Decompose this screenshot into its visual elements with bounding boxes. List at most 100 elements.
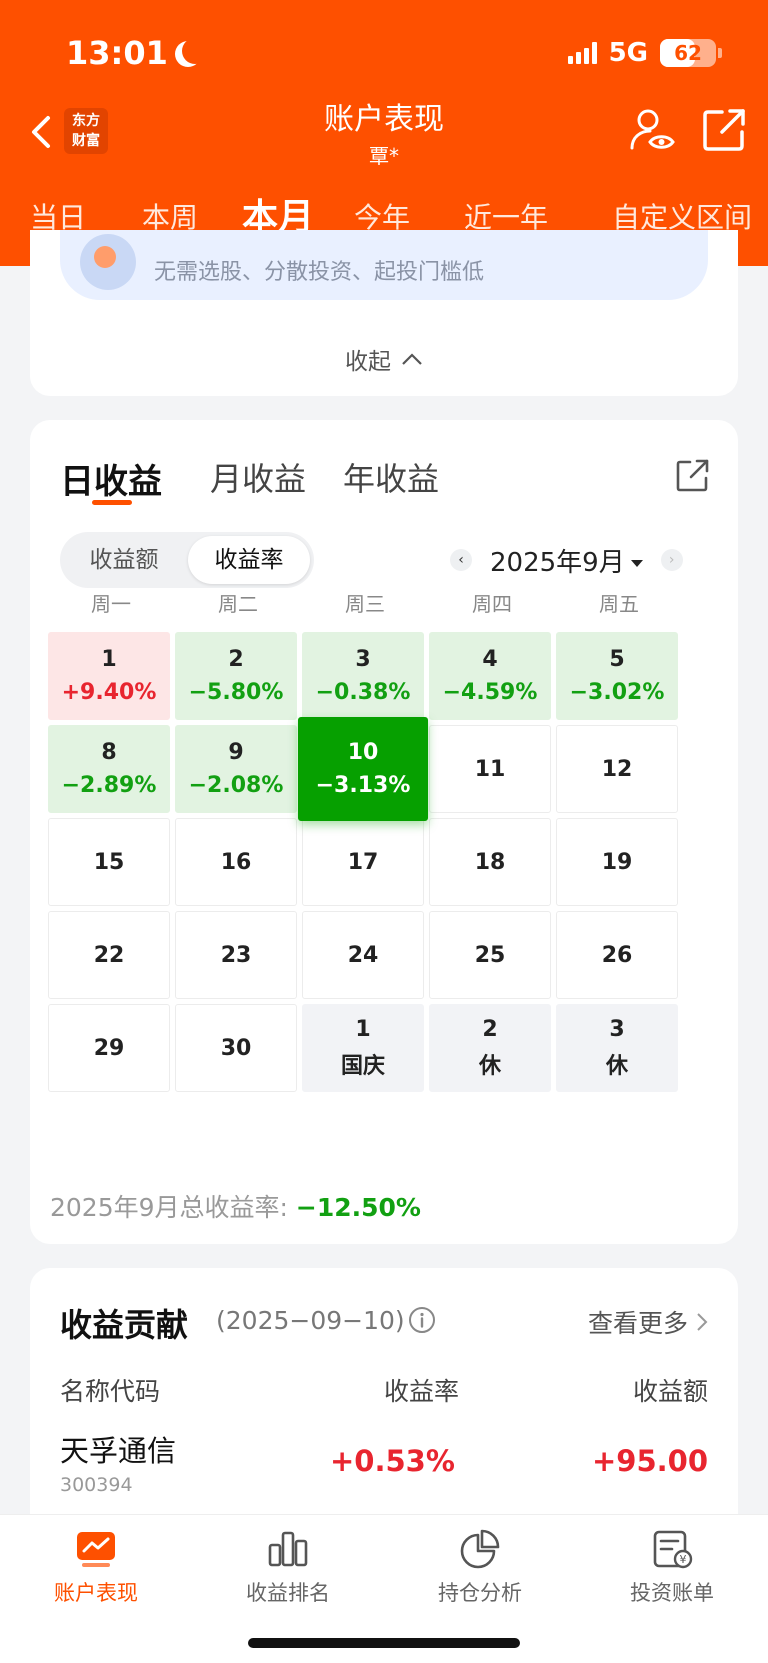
network-label: 5G bbox=[608, 38, 648, 68]
stock-rate: +0.53% bbox=[330, 1444, 455, 1478]
day-number: 25 bbox=[474, 942, 506, 968]
day-number: 1 bbox=[355, 1016, 371, 1042]
day-number: 3 bbox=[355, 647, 371, 672]
day-number: 22 bbox=[93, 942, 125, 968]
day-return: −3.13% bbox=[315, 773, 411, 798]
calendar-day[interactable]: 22 bbox=[48, 911, 170, 999]
prev-month-icon[interactable]: ‹ bbox=[450, 549, 472, 571]
metric-toggle: 收益额 收益率 bbox=[60, 532, 314, 588]
back-icon[interactable] bbox=[26, 112, 56, 152]
day-number: 10 bbox=[347, 740, 379, 765]
view-more-link[interactable]: 查看更多 bbox=[588, 1304, 708, 1340]
calendar-day[interactable]: 3 −0.38% bbox=[302, 632, 424, 720]
column-header-amount: 收益额 bbox=[632, 1377, 708, 1406]
account-name: 覃* bbox=[369, 144, 399, 168]
calendar-day[interactable]: 29 bbox=[48, 1004, 170, 1092]
eye-user-icon[interactable] bbox=[628, 106, 676, 154]
day-number: 26 bbox=[601, 942, 633, 968]
calendar-day[interactable]: 30 bbox=[175, 1004, 297, 1092]
calendar-day[interactable]: 24 bbox=[302, 911, 424, 999]
day-number: 19 bbox=[601, 849, 633, 875]
day-number: 12 bbox=[601, 756, 633, 782]
calendar-day[interactable]: 9 −2.08% bbox=[175, 725, 297, 813]
calendar-day[interactable]: 8 −2.89% bbox=[48, 725, 170, 813]
tab-monthly-profit[interactable]: 月收益 bbox=[210, 460, 307, 498]
chevron-up-icon bbox=[402, 353, 422, 365]
day-number: 29 bbox=[93, 1035, 125, 1061]
calendar-day[interactable]: 2 −5.80% bbox=[175, 632, 297, 720]
calendar-day[interactable]: 17 bbox=[302, 818, 424, 906]
day-number: 4 bbox=[482, 647, 498, 672]
day-number: 18 bbox=[474, 849, 506, 875]
calendar-day[interactable]: 12 bbox=[556, 725, 678, 813]
day-return: −3.02% bbox=[569, 680, 665, 705]
holiday-label: 国庆 bbox=[340, 1053, 385, 1079]
battery-icon: 62 bbox=[660, 39, 722, 67]
calendar-day[interactable]: 1 国庆 bbox=[302, 1004, 424, 1092]
day-number: 17 bbox=[347, 849, 379, 875]
bill-icon: ¥ bbox=[653, 1530, 693, 1569]
promo-banner[interactable]: 无需选股、分散投资、起投门槛低 bbox=[60, 230, 708, 300]
calendar-day[interactable]: 26 bbox=[556, 911, 678, 999]
tab-today[interactable]: 当日 bbox=[30, 201, 87, 234]
trend-chart-icon bbox=[77, 1532, 115, 1567]
toggle-profit-amount[interactable]: 收益额 bbox=[89, 547, 159, 573]
month-total: 2025年9月总收益率: −12.50% bbox=[50, 1193, 421, 1222]
day-number: 15 bbox=[93, 849, 125, 875]
profit-calendar-card: 日收益 月收益 年收益 收益额 收益率 ‹ 2025年9月 › 周一 周二 周三 周四… bbox=[30, 420, 738, 1244]
moon-icon bbox=[182, 38, 208, 64]
day-number: 30 bbox=[220, 1035, 252, 1061]
tab-this-year[interactable]: 今年 bbox=[354, 201, 411, 234]
calendar-day[interactable]: 11 bbox=[429, 725, 551, 813]
calendar-day[interactable]: 1 +9.40% bbox=[48, 632, 170, 720]
nav-holding-analysis[interactable]: 持仓分析 bbox=[384, 1529, 576, 1607]
calendar-day[interactable]: 4 −4.59% bbox=[429, 632, 551, 720]
share-icon[interactable] bbox=[702, 108, 746, 152]
tab-last-year[interactable]: 近一年 bbox=[464, 201, 549, 234]
holiday-label: 休 bbox=[478, 1053, 501, 1079]
tab-yearly-profit[interactable]: 年收益 bbox=[343, 460, 440, 498]
next-month-icon[interactable]: › bbox=[660, 549, 683, 571]
calendar-day[interactable]: 16 bbox=[175, 818, 297, 906]
tab-this-week[interactable]: 本周 bbox=[142, 201, 199, 234]
day-return: −2.89% bbox=[61, 773, 157, 798]
tab-daily-profit[interactable]: 日收益 bbox=[60, 462, 162, 502]
month-selector[interactable]: 2025年9月 bbox=[490, 542, 643, 579]
signal-icon bbox=[567, 42, 597, 64]
nav-profit-ranking[interactable]: 收益排名 bbox=[192, 1529, 384, 1607]
nav-account-performance[interactable]: 账户表现 bbox=[0, 1529, 192, 1607]
calendar-day[interactable]: 5 −3.02% bbox=[556, 632, 678, 720]
collapse-button[interactable]: 收起 bbox=[30, 342, 738, 376]
calendar-day[interactable]: 25 bbox=[429, 911, 551, 999]
calendar-day[interactable]: 18 bbox=[429, 818, 551, 906]
month-navigator: ‹ 2025年9月 › bbox=[450, 534, 683, 586]
day-return: +9.40% bbox=[61, 680, 157, 705]
day-number: 9 bbox=[228, 740, 244, 765]
info-icon[interactable] bbox=[408, 1306, 436, 1334]
weekday-label: 周一 bbox=[91, 592, 131, 616]
share-icon[interactable] bbox=[674, 458, 710, 494]
holiday-label: 休 bbox=[605, 1053, 628, 1079]
day-return: −2.08% bbox=[188, 773, 284, 798]
contribution-date: (2025−09−10) bbox=[216, 1306, 405, 1335]
day-number: 11 bbox=[474, 756, 506, 782]
day-number: 2 bbox=[482, 1016, 498, 1042]
nav-investment-bill[interactable]: ¥ 投资账单 bbox=[576, 1529, 768, 1607]
calendar-day[interactable]: 15 bbox=[48, 818, 170, 906]
calendar-day[interactable]: 19 bbox=[556, 818, 678, 906]
weekday-label: 周二 bbox=[218, 592, 258, 616]
stock-amount: +95.00 bbox=[591, 1444, 708, 1478]
stock-code: 300394 bbox=[60, 1474, 133, 1496]
tab-custom-range[interactable]: 自定义区间 bbox=[612, 201, 753, 234]
promo-text: 无需选股、分散投资、起投门槛低 bbox=[154, 260, 485, 285]
calendar-day[interactable]: 23 bbox=[175, 911, 297, 999]
weekday-label: 周五 bbox=[599, 592, 639, 616]
profit-contribution-card: 收益贡献 (2025−09−10) 查看更多 名称代码 收益率 收益额 天孚通信… bbox=[30, 1268, 738, 1518]
day-number: 1 bbox=[101, 647, 117, 672]
calendar-day[interactable]: 10 −3.13% bbox=[298, 717, 428, 821]
chevron-right-icon bbox=[697, 1313, 708, 1331]
day-number: 23 bbox=[220, 942, 252, 968]
toggle-profit-rate[interactable]: 收益率 bbox=[188, 536, 310, 584]
